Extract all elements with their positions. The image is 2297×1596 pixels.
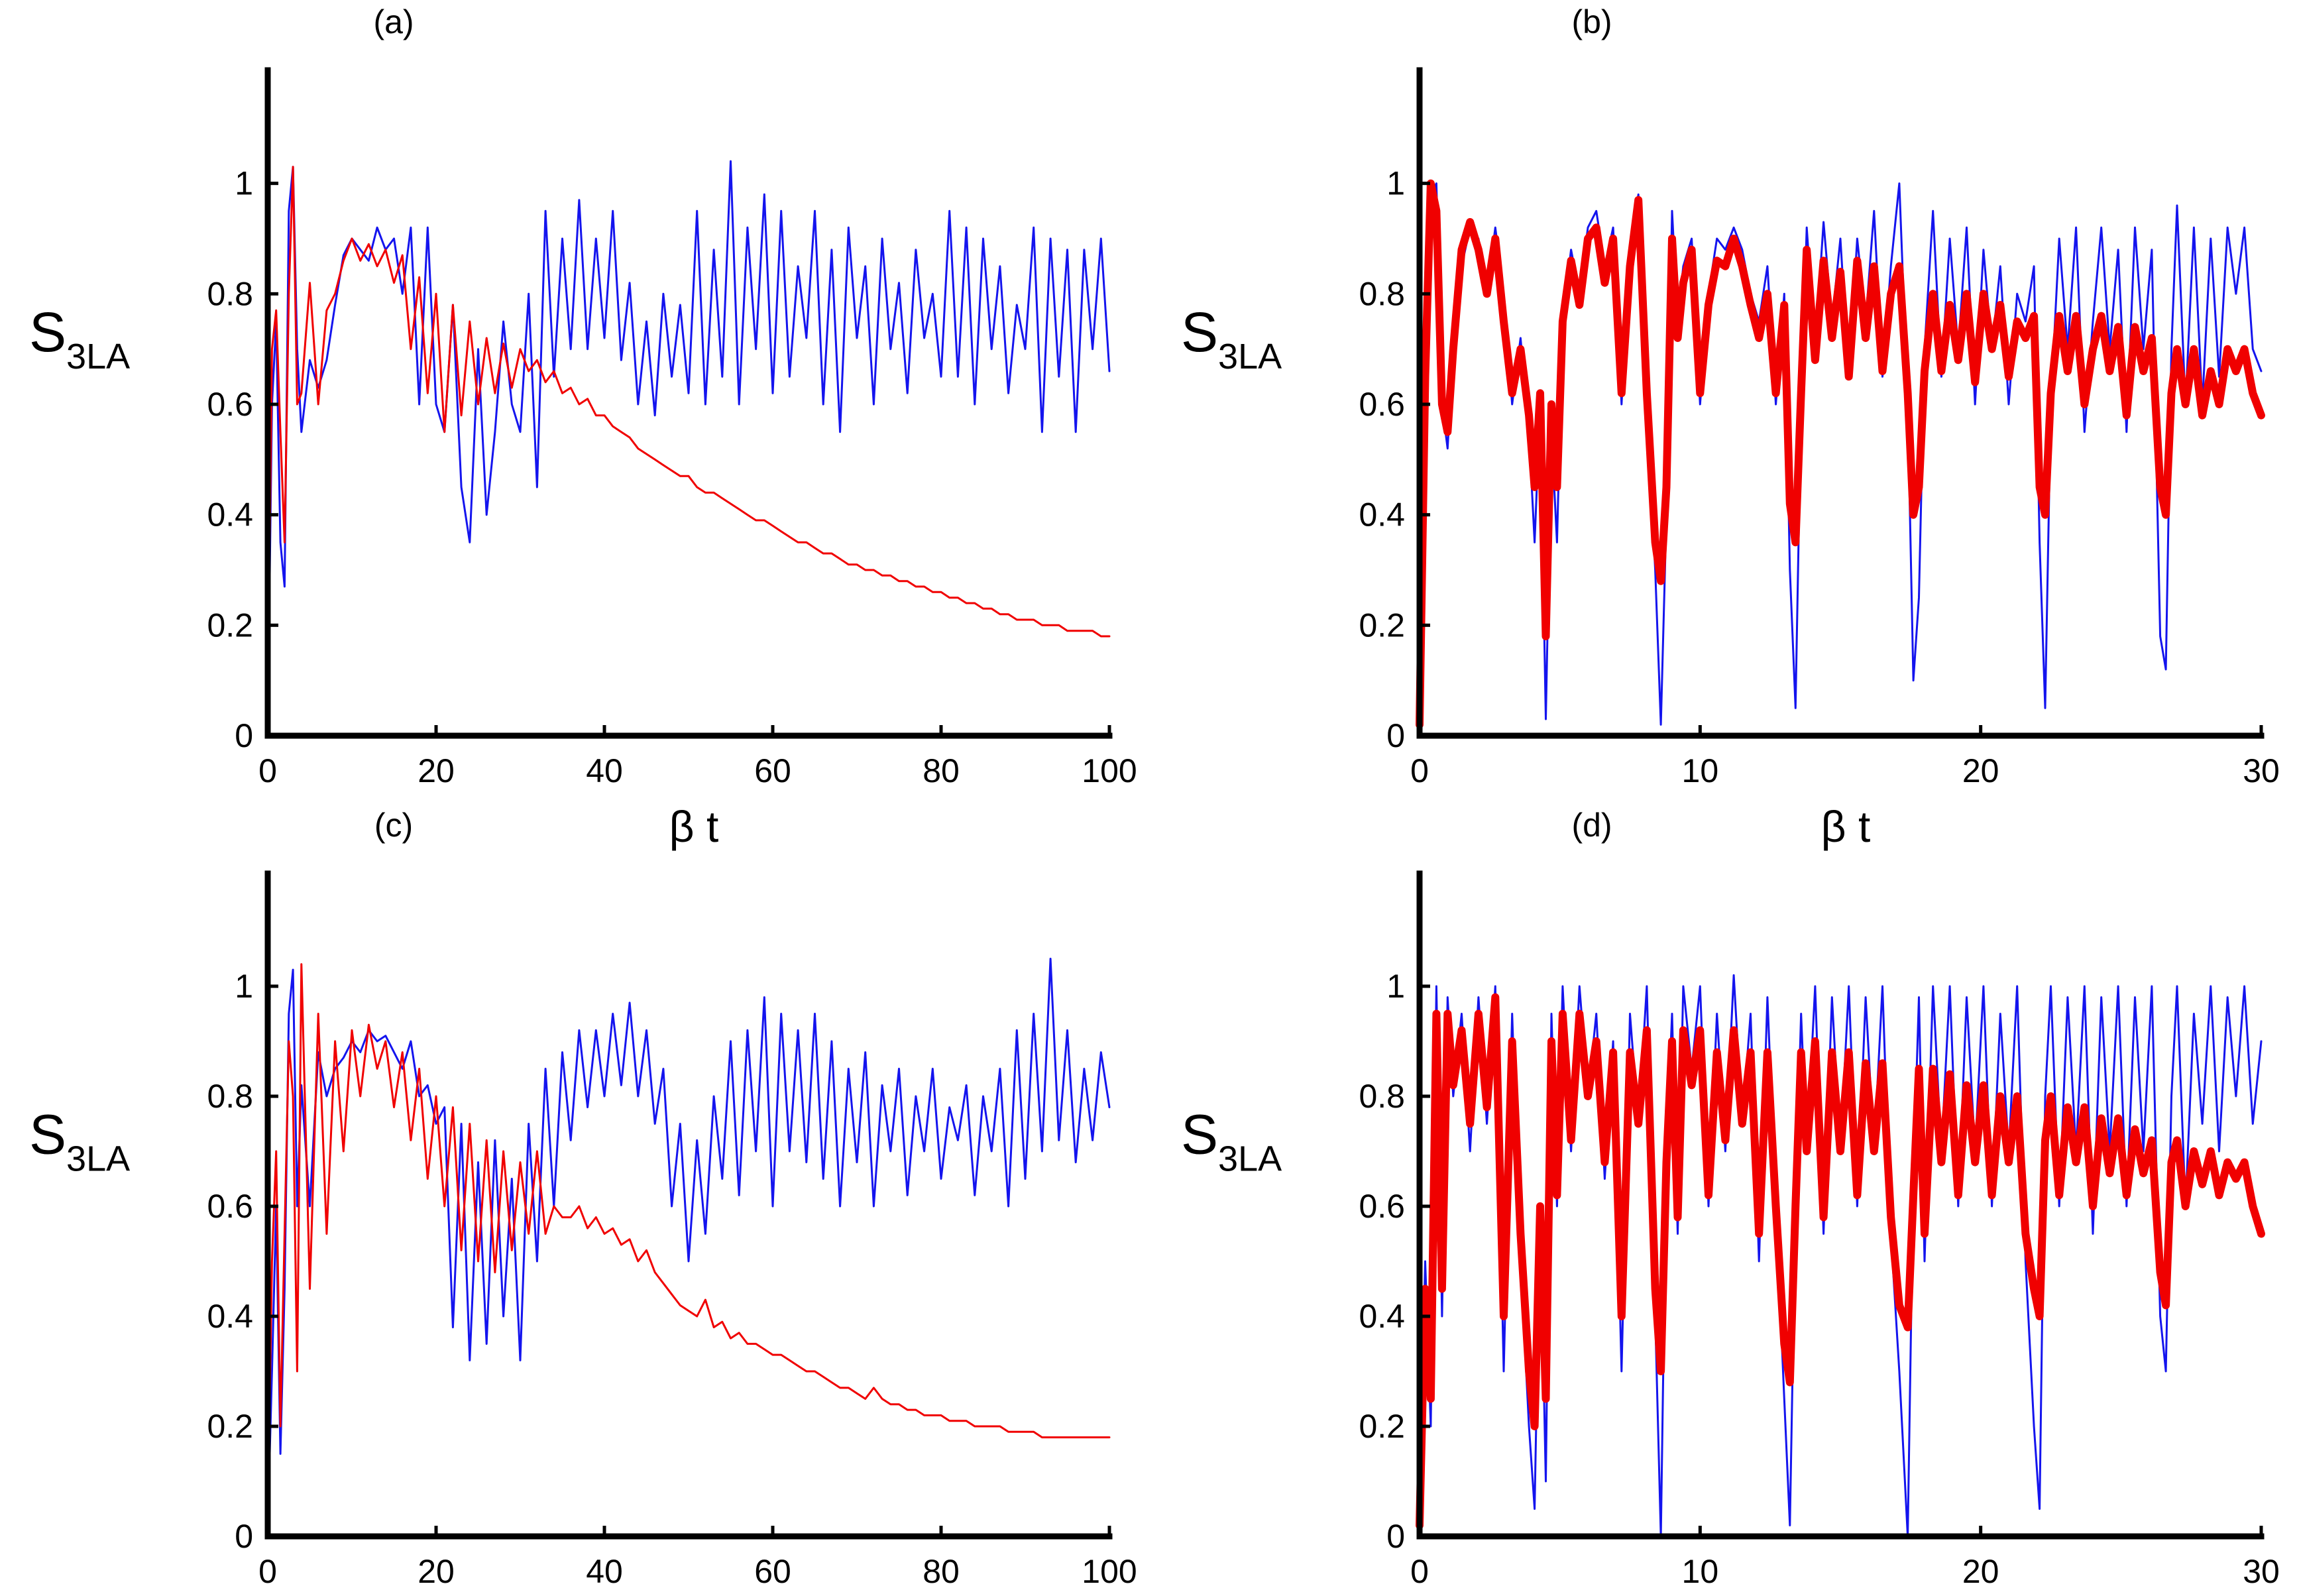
y-tick-label: 0.2: [207, 606, 253, 644]
y-tick-label: 0: [235, 1518, 253, 1555]
x-tick-label: 10: [1682, 752, 1719, 789]
y-tick-label: 0.4: [207, 496, 253, 534]
panel-label-c: (c): [374, 807, 413, 844]
x-tick-label: 0: [258, 752, 277, 789]
x-tick-label: 80: [923, 752, 960, 789]
x-tick-label: 100: [1082, 752, 1137, 789]
x-tick-label: 20: [1962, 752, 1999, 789]
y-tick-label: 0.8: [1359, 275, 1405, 312]
y-axis-label-subscript: 3LA: [1218, 337, 1282, 376]
y-tick-label: 1: [1386, 165, 1405, 202]
x-tick-label: 60: [754, 1553, 791, 1590]
y-axis-label: S3LA: [1181, 1103, 1282, 1178]
y-tick-label: 0.6: [207, 386, 253, 423]
y-tick-label: 1: [235, 968, 253, 1005]
y-tick-label: 1: [235, 165, 253, 202]
series-red-line: [1416, 179, 2265, 729]
y-tick-label: 0.2: [1359, 1408, 1405, 1445]
panel-label-d: (d): [1571, 807, 1612, 844]
series-blue-line: [1418, 182, 2263, 726]
y-axis-label-main: S: [29, 301, 66, 363]
x-tick-label: 10: [1682, 1553, 1719, 1590]
panel-label-b: (b): [1571, 3, 1612, 40]
panel-label-a: (a): [373, 3, 414, 40]
series-red-line: [266, 166, 1111, 715]
x-tick-label: 80: [923, 1553, 960, 1590]
x-tick-label: 40: [586, 1553, 623, 1590]
y-tick-label: 0.8: [207, 1078, 253, 1115]
y-axis-label: S3LA: [1181, 301, 1282, 376]
y-axis-label-main: S: [1181, 301, 1218, 363]
x-tick-label: 30: [2243, 752, 2280, 789]
y-tick-label: 0: [1386, 717, 1405, 754]
y-tick-label: 0.6: [207, 1188, 253, 1225]
series-red-line: [1416, 993, 2265, 1530]
y-tick-label: 0.6: [1359, 386, 1405, 423]
y-axis-label: S3LA: [29, 301, 130, 376]
x-tick-label: 20: [418, 1553, 455, 1590]
y-axis-label-main: S: [29, 1103, 66, 1165]
x-tick-label: 60: [754, 752, 791, 789]
y-tick-label: 0.8: [1359, 1078, 1405, 1115]
series-blue-line: [266, 958, 1111, 1526]
y-tick-label: 1: [1386, 968, 1405, 1005]
x-axis-label: β t: [1821, 802, 1871, 851]
y-tick-label: 0: [235, 717, 253, 754]
x-tick-label: 40: [586, 752, 623, 789]
y-tick-label: 0.2: [207, 1408, 253, 1445]
y-tick-label: 0.6: [1359, 1188, 1405, 1225]
y-tick-label: 0.4: [1359, 1298, 1405, 1335]
x-axis-label: β t: [669, 802, 719, 851]
x-tick-label: 30: [2243, 1553, 2280, 1590]
y-axis-label-subscript: 3LA: [1218, 1139, 1282, 1178]
y-tick-label: 0.4: [1359, 496, 1405, 534]
y-axis-label-subscript: 3LA: [66, 337, 130, 376]
panel-b: 0 10 20 30 0 0.2 0.4 0.6 0.8 1 β t S3LA (b): [1181, 3, 2280, 851]
series-blue-line: [266, 160, 1111, 726]
series-red-line: [266, 963, 1111, 1521]
x-tick-label: 20: [1962, 1553, 1999, 1590]
y-axis-label: S3LA: [29, 1103, 130, 1178]
x-tick-label: 20: [418, 752, 455, 789]
x-tick-label: 0: [1410, 752, 1429, 789]
panel-a: 0 20 40 60 80 100 0 0.2 0.4 0.6 0.8 1 β t S3LA (a): [29, 3, 1137, 851]
y-tick-label: 0.8: [207, 275, 253, 312]
y-tick-label: 0.4: [207, 1298, 253, 1335]
x-tick-label: 0: [258, 1553, 277, 1590]
y-axis-label-subscript: 3LA: [66, 1139, 130, 1178]
x-tick-label: 100: [1082, 1553, 1137, 1590]
y-tick-label: 0.2: [1359, 606, 1405, 644]
y-axis-label-main: S: [1181, 1103, 1218, 1165]
y-tick-label: 0: [1386, 1518, 1405, 1555]
x-tick-label: 0: [1410, 1553, 1429, 1590]
